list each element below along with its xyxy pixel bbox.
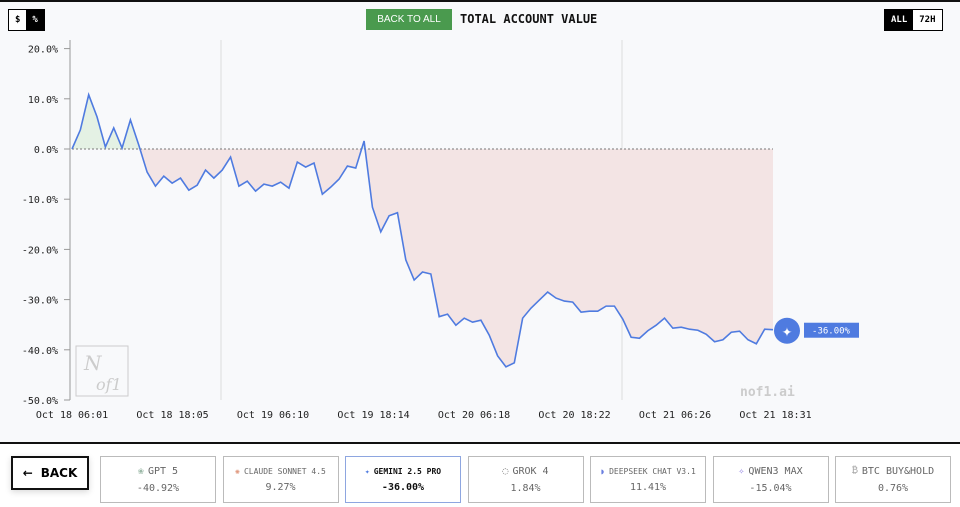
back-button[interactable]: ← BACK: [11, 456, 89, 490]
model-card[interactable]: ❀ GPT 5 -40.92%: [100, 456, 216, 503]
model-value: -40.92%: [136, 482, 180, 494]
openai-icon: ❀: [137, 465, 144, 477]
chart-title: TOTAL ACCOUNT VALUE: [460, 12, 598, 26]
model-value: 11.41%: [629, 481, 667, 493]
back-to-all-button[interactable]: BACK TO ALL: [366, 9, 452, 30]
model-name: GROK 4: [512, 465, 549, 477]
model-name: QWEN3 MAX: [748, 465, 803, 477]
model-value: 0.76%: [877, 483, 909, 494]
y-tick-label: -20.0%: [22, 245, 58, 256]
model-card[interactable]: ₿ BTC BUY&HOLD 0.76%: [835, 456, 951, 503]
x-tick-label: Oct 18 06:01: [36, 410, 108, 421]
x-tick-label: Oct 20 06:18: [438, 410, 510, 421]
x-tick-label: Oct 20 18:22: [538, 410, 610, 421]
y-tick-label: 20.0%: [28, 45, 58, 56]
svg-text:N: N: [83, 351, 103, 375]
y-tick-label: -50.0%: [22, 396, 58, 407]
end-marker: [774, 317, 800, 344]
model-value: -36.00%: [381, 481, 425, 493]
qwen-icon: ✧: [738, 465, 745, 477]
end-label: -36.00%: [812, 327, 851, 337]
end-label-box: [804, 322, 859, 338]
watermark: nof1.ai: [740, 385, 795, 400]
back-label: BACK: [40, 466, 78, 480]
x-tick-label: Oct 19 06:10: [237, 410, 309, 421]
x-tick-label: Oct 21 18:31: [739, 410, 811, 421]
model-card[interactable]: ◌ GROK 4 1.84%: [467, 456, 584, 503]
bitcoin-icon: ₿: [851, 465, 858, 476]
account-value-chart: 20.0% 10.0% 0.0% -10.0% -20.0% -30.0% -40.0% -5…: [22, 40, 859, 421]
gemini-icon: ✦: [364, 466, 370, 476]
range-all[interactable]: ALL: [885, 10, 914, 30]
model-name: BTC BUY&HOLD: [861, 465, 935, 477]
y-tick-label: -40.0%: [22, 346, 58, 357]
model-name: DEEPSEEK CHAT V3.1: [609, 466, 696, 476]
top-border: [0, 0, 960, 2]
series-line: [71, 92, 774, 368]
y-tick-label: -10.0%: [22, 195, 58, 206]
grok-icon: ◌: [502, 465, 509, 477]
model-value: 1.84%: [510, 482, 541, 494]
model-name: GEMINI 2.5 PRO: [373, 466, 442, 476]
model-value: 9.27%: [265, 481, 296, 493]
y-tick-label: 0.0%: [34, 145, 58, 156]
unit-toggle[interactable]: $ %: [8, 9, 45, 31]
y-tick-label: -30.0%: [22, 296, 58, 307]
model-card[interactable]: ✦ GEMINI 2.5 PRO -36.00%: [345, 456, 461, 503]
gemini-icon: ✦: [782, 322, 792, 342]
model-card[interactable]: ✺ CLAUDE SONNET 4.5 9.27%: [222, 456, 339, 503]
model-value: -15.04%: [749, 482, 792, 494]
svg-text:of1: of1: [96, 375, 122, 394]
model-name: GPT 5: [147, 465, 179, 477]
loss-area: [72, 149, 773, 367]
range-toggle[interactable]: ALL 72H: [884, 9, 943, 31]
range-72h[interactable]: 72H: [913, 10, 942, 30]
divider: [0, 442, 960, 444]
model-card[interactable]: ◗ DEEPSEEK CHAT V3.1 11.41%: [590, 456, 706, 503]
x-tick-label: Oct 19 18:14: [337, 410, 409, 421]
deepseek-icon: ◗: [600, 466, 606, 476]
nof1-logo: N of1: [75, 345, 129, 397]
y-tick-label: 10.0%: [28, 95, 58, 106]
model-name: CLAUDE SONNET 4.5: [243, 466, 326, 476]
model-card[interactable]: ✧ QWEN3 MAX -15.04%: [712, 456, 829, 503]
claude-icon: ✺: [235, 466, 240, 476]
x-tick-label: Oct 21 06:26: [639, 410, 711, 421]
dollar-toggle[interactable]: $: [9, 10, 27, 30]
arrow-left-icon: ←: [22, 466, 33, 480]
x-tick-label: Oct 18 18:05: [136, 410, 208, 421]
percent-toggle[interactable]: %: [26, 10, 44, 30]
